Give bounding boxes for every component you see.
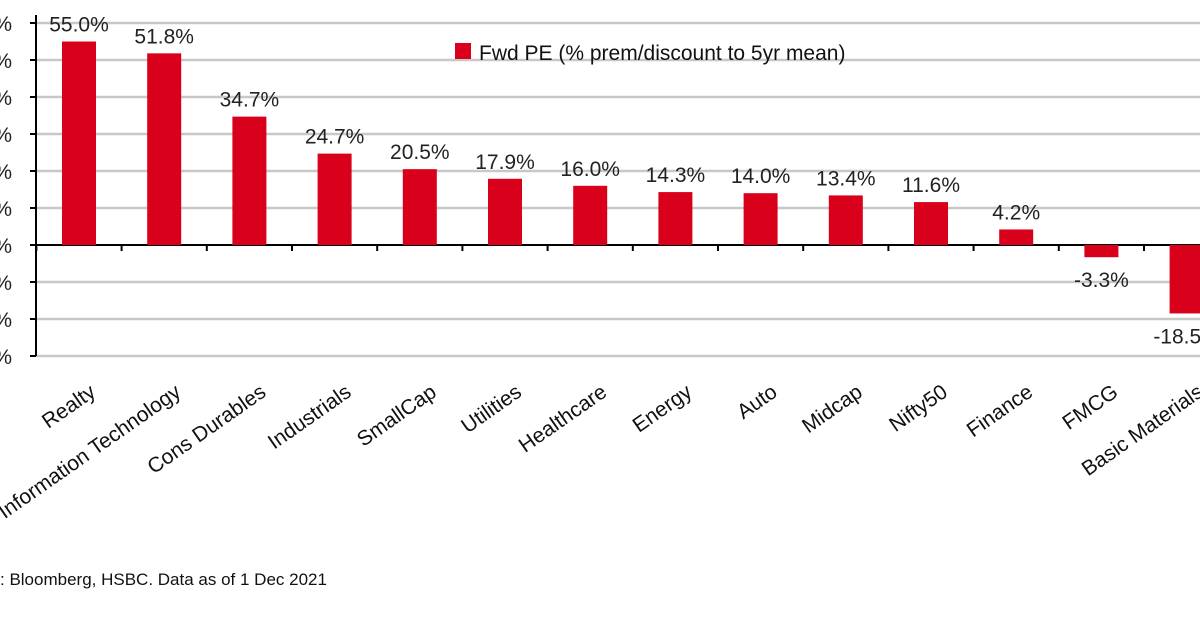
bar [743,193,778,245]
category-label: SmallCap [353,380,441,451]
bar [1084,245,1119,258]
bar [402,169,437,245]
category-label: Auto [733,380,782,424]
bar [573,185,608,245]
category-label: Realty [38,380,100,433]
y-tick-label: % [0,198,12,221]
category-label: Finance [963,380,1037,442]
data-label: 11.6% [902,174,960,197]
data-label: 13.4% [816,167,876,190]
data-label: 55.0% [49,14,109,37]
data-label: 20.5% [390,141,450,164]
category-label: Energy [629,380,697,437]
legend: Fwd PE (% prem/discount to 5yr mean) [455,42,845,65]
category-label: Healthcare [515,380,611,457]
y-tick-label: % [0,309,12,332]
source-note: : Bloomberg, HSBC. Data as of 1 Dec 2021 [0,570,327,589]
bar [658,192,693,245]
data-label: 24.7% [305,126,365,149]
y-tick-label: % [0,13,12,36]
bar-chart: %%%%%%%%%% 55.0% 51.8% 34.7% 24.7% 20.5% 17.9… [0,13,1200,523]
category-label: Industrials [264,380,356,454]
category-label: Midcap [798,380,867,438]
y-tick-label: % [0,235,12,258]
y-tick-label: % [0,50,12,73]
y-tick-label: % [0,124,12,147]
data-label: 14.0% [731,165,791,188]
bar [1169,245,1200,314]
bar [488,178,522,245]
data-label: -3.3% [1074,269,1129,292]
bar [62,41,96,245]
category-label: Nifty50 [885,380,952,436]
data-label: 16.0% [560,158,620,181]
bar [317,153,352,245]
data-label: 14.3% [646,164,706,187]
bar [999,229,1034,245]
data-label: -18.5% [1153,325,1200,348]
y-tick-label: % [0,87,12,110]
legend-label: Fwd PE (% prem/discount to 5yr mean) [479,42,845,65]
y-tick-label: % [0,161,12,184]
data-label: 17.9% [475,151,535,174]
gridlines [36,21,1200,358]
y-tick-label: % [0,272,12,295]
bars [62,41,1200,314]
legend-swatch [455,43,471,59]
data-label: 4.2% [992,201,1040,224]
bar [232,116,267,245]
bar [828,195,863,245]
category-label: FMCG [1058,380,1122,434]
category-label: Utilities [457,380,526,438]
data-label: 34.7% [220,89,280,112]
y-tick-label: % [0,346,12,369]
data-labels: 55.0% 51.8% 34.7% 24.7% 20.5% 17.9% 16.0% 14.3%… [49,14,1200,349]
bar [147,53,182,246]
bar [914,202,948,245]
data-label: 51.8% [134,25,194,48]
